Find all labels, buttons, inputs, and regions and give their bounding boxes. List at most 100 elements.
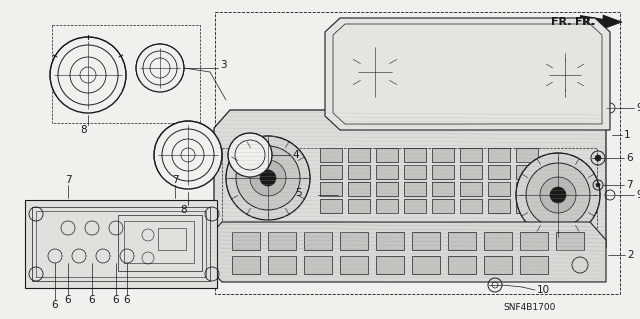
Bar: [448, 256, 476, 274]
Bar: [25, 200, 217, 288]
Bar: [52, 25, 200, 123]
Text: 9: 9: [636, 103, 640, 113]
Bar: [516, 182, 538, 196]
Circle shape: [250, 160, 286, 196]
Bar: [348, 199, 370, 213]
Bar: [36, 211, 206, 277]
Circle shape: [596, 183, 600, 187]
Bar: [432, 199, 454, 213]
Circle shape: [236, 146, 300, 210]
Text: 5: 5: [296, 188, 302, 198]
Circle shape: [50, 37, 126, 113]
Bar: [376, 256, 404, 274]
Bar: [158, 228, 186, 250]
Circle shape: [260, 170, 276, 186]
Bar: [404, 182, 426, 196]
Bar: [404, 199, 426, 213]
Polygon shape: [206, 222, 606, 282]
Circle shape: [595, 155, 601, 161]
Bar: [460, 148, 482, 162]
Bar: [320, 182, 342, 196]
Bar: [404, 148, 426, 162]
Bar: [304, 256, 332, 274]
Bar: [460, 199, 482, 213]
Polygon shape: [580, 15, 622, 29]
Bar: [118, 215, 202, 271]
Polygon shape: [603, 15, 622, 29]
Bar: [232, 232, 260, 250]
Text: FR.: FR.: [575, 17, 596, 27]
Bar: [484, 256, 512, 274]
Text: 10: 10: [537, 285, 550, 295]
Bar: [460, 182, 482, 196]
Circle shape: [226, 136, 310, 220]
Text: 7: 7: [65, 175, 71, 185]
Text: 6: 6: [113, 295, 119, 305]
Bar: [320, 148, 342, 162]
Bar: [460, 165, 482, 179]
Bar: [340, 256, 368, 274]
Text: 4: 4: [292, 150, 299, 160]
Circle shape: [154, 121, 222, 189]
Text: 8: 8: [81, 125, 87, 135]
Bar: [520, 256, 548, 274]
Bar: [488, 199, 510, 213]
Polygon shape: [325, 18, 610, 130]
Bar: [32, 207, 210, 281]
Bar: [432, 182, 454, 196]
Text: 7: 7: [172, 175, 179, 185]
Text: 9: 9: [636, 190, 640, 200]
Bar: [376, 182, 398, 196]
Circle shape: [526, 163, 590, 227]
Bar: [320, 165, 342, 179]
Bar: [516, 148, 538, 162]
Text: 7: 7: [626, 180, 632, 190]
Bar: [320, 199, 342, 213]
Bar: [412, 256, 440, 274]
Text: 6: 6: [52, 300, 58, 310]
Bar: [222, 148, 597, 236]
Bar: [348, 148, 370, 162]
Circle shape: [516, 153, 600, 237]
Bar: [268, 232, 296, 250]
Text: 8: 8: [180, 205, 188, 215]
Bar: [516, 199, 538, 213]
Bar: [232, 256, 260, 274]
Bar: [340, 232, 368, 250]
Bar: [348, 182, 370, 196]
Text: SNF4B1700: SNF4B1700: [504, 303, 556, 313]
Text: 6: 6: [124, 295, 131, 305]
Bar: [268, 256, 296, 274]
Text: FR.: FR.: [552, 17, 572, 27]
Bar: [412, 232, 440, 250]
Text: 6: 6: [89, 295, 95, 305]
Bar: [516, 165, 538, 179]
Bar: [556, 232, 584, 250]
Bar: [432, 148, 454, 162]
Text: 6: 6: [65, 295, 71, 305]
Bar: [304, 232, 332, 250]
Bar: [215, 12, 620, 294]
Text: 3: 3: [220, 60, 227, 70]
Bar: [520, 232, 548, 250]
Circle shape: [228, 133, 272, 177]
Bar: [488, 148, 510, 162]
Polygon shape: [214, 110, 606, 248]
Bar: [376, 199, 398, 213]
Circle shape: [136, 44, 184, 92]
Text: 2: 2: [627, 250, 634, 260]
Bar: [484, 232, 512, 250]
Circle shape: [550, 187, 566, 203]
Circle shape: [335, 32, 415, 112]
Bar: [348, 165, 370, 179]
Bar: [432, 165, 454, 179]
Circle shape: [530, 40, 600, 110]
Bar: [488, 182, 510, 196]
Bar: [488, 165, 510, 179]
Text: FR.: FR.: [575, 17, 594, 27]
Text: 6: 6: [626, 153, 632, 163]
Circle shape: [540, 177, 576, 213]
Bar: [404, 165, 426, 179]
Bar: [376, 148, 398, 162]
Bar: [376, 165, 398, 179]
